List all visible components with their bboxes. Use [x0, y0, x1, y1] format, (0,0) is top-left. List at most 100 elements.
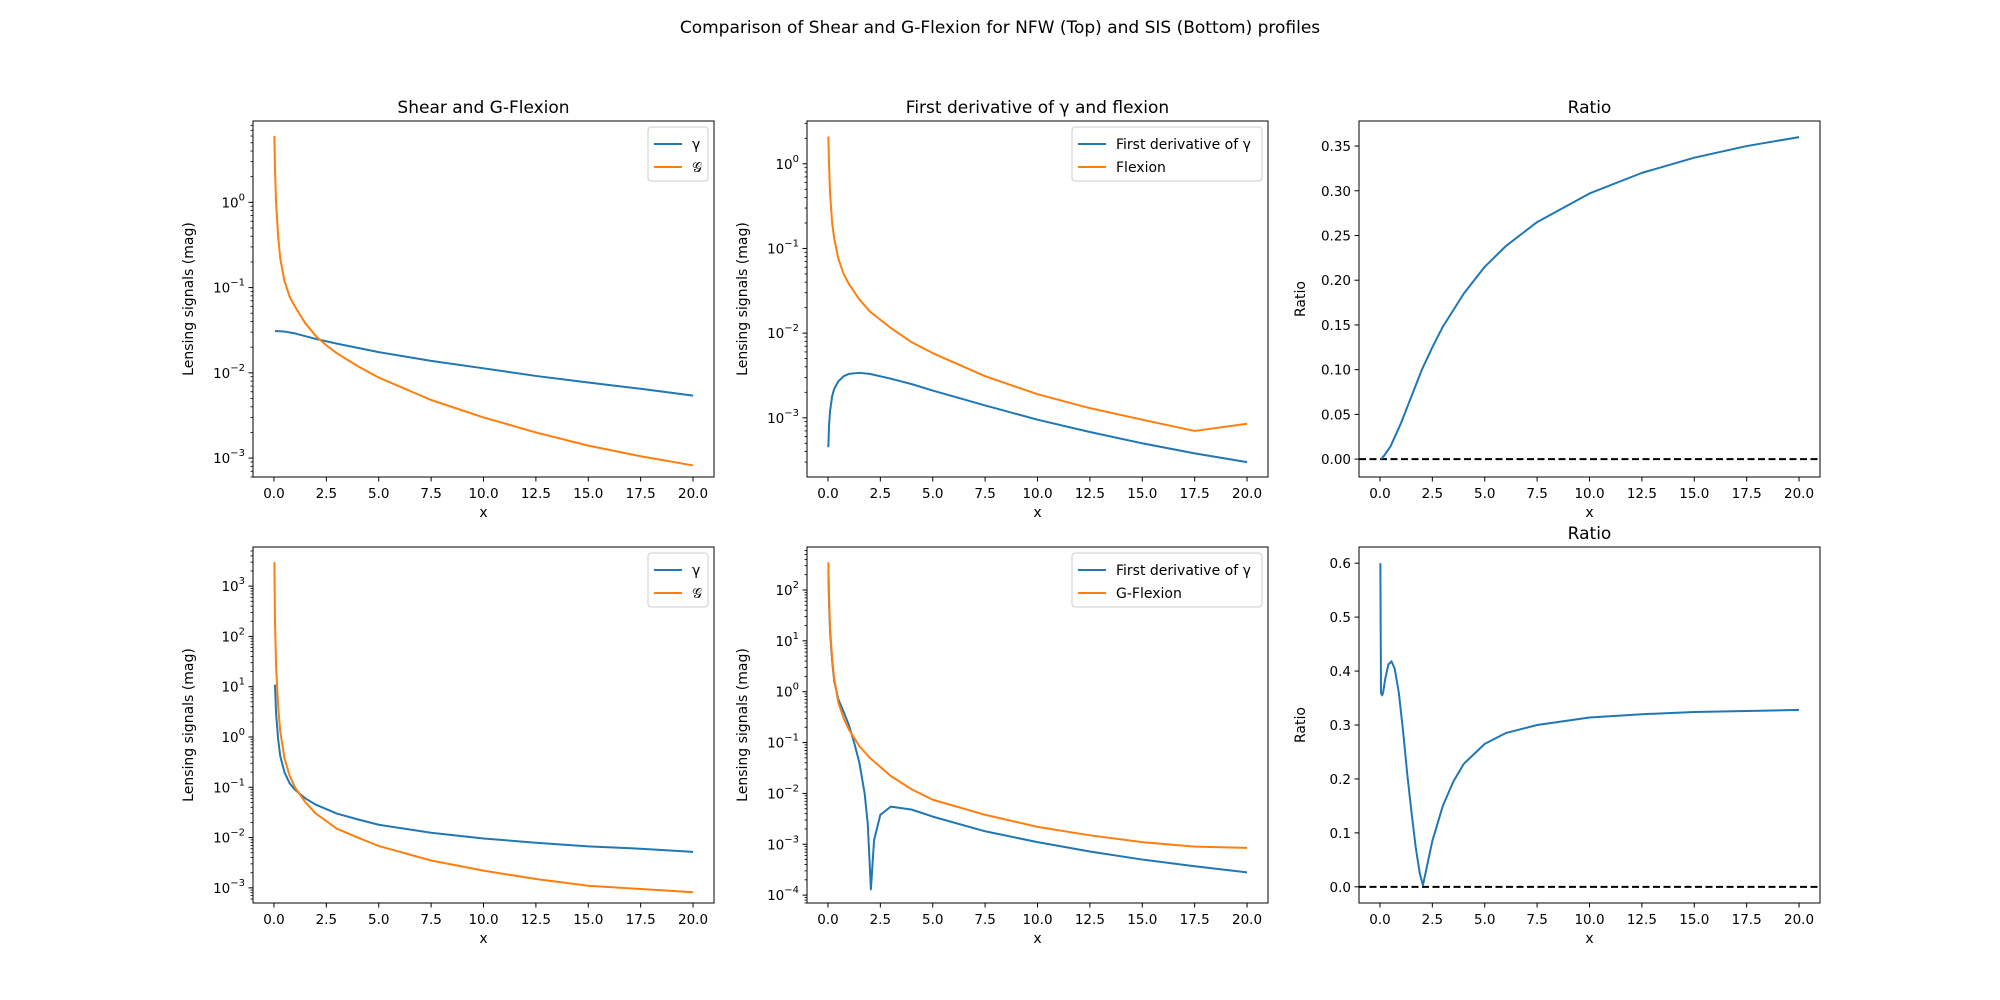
x-tick-label: 12.5: [1627, 912, 1657, 928]
x-tick-label: 12.5: [1075, 486, 1105, 502]
y-tick-exponent: 2: [239, 626, 245, 637]
series-line-0: [274, 329, 694, 397]
x-tick-label: 0.0: [817, 912, 838, 928]
x-tick-label: 12.5: [1075, 912, 1105, 928]
x-tick-label: 20.0: [1784, 912, 1814, 928]
x-tick-label: 2.5: [870, 912, 891, 928]
y-tick-base: 10: [221, 195, 238, 211]
x-tick-label: 12.5: [1627, 486, 1657, 502]
series-line-1: [273, 135, 694, 467]
y-tick-base: 10: [767, 888, 784, 904]
x-tick-label: 17.5: [1732, 912, 1762, 928]
x-tick-label: 20.0: [1784, 486, 1814, 502]
x-tick-label: 10.0: [1574, 912, 1604, 928]
y-tick-label: 101: [775, 631, 799, 650]
x-tick-label: 5.0: [922, 486, 943, 502]
y-tick-exponent: 0: [239, 727, 245, 738]
y-tick-exponent: −1: [230, 278, 245, 289]
y-tick-label: 10−2: [767, 783, 799, 802]
series-line-0: [827, 569, 1248, 891]
subplot-nfw-shear: 0.0 2.5 5.0 7.5 10.0 12.5 15.0 17.5 20.010−310−2…: [181, 98, 715, 521]
y-tick-label: 10−2: [213, 363, 245, 382]
series-line-0: [274, 684, 694, 853]
x-tick-label: 17.5: [1180, 912, 1210, 928]
series-line-0: [1380, 136, 1800, 460]
y-tick-exponent: 3: [239, 576, 245, 587]
series-line-0: [827, 371, 1248, 464]
y-tick-exponent: −2: [784, 323, 799, 334]
x-tick-label: 15.0: [1679, 912, 1709, 928]
y-tick-label: 0.4: [1330, 664, 1351, 680]
subplot-nfw-derivative: 0.0 2.5 5.0 7.5 10.0 12.5 15.0 17.5 20.010−310−2…: [735, 98, 1269, 521]
y-tick-label: 100: [221, 192, 245, 211]
y-tick-exponent: −3: [230, 448, 245, 459]
y-tick-label: 0.15: [1321, 318, 1351, 334]
x-axis-label: x: [1585, 931, 1593, 947]
y-tick-exponent: −2: [230, 363, 245, 374]
y-tick-label: 100: [775, 682, 799, 701]
x-tick-label: 20.0: [1232, 912, 1262, 928]
legend-label: First derivative of γ: [1116, 137, 1251, 153]
y-tick-label: 103: [221, 576, 245, 595]
y-tick-base: 10: [213, 281, 230, 297]
y-tick-label: 0.1: [1330, 826, 1351, 842]
x-tick-label: 7.5: [420, 486, 441, 502]
subplot-title: First derivative of γ and flexion: [906, 98, 1169, 118]
y-tick-exponent: 1: [793, 631, 799, 642]
y-axis-label: Lensing signals (mag): [181, 222, 197, 376]
y-tick-label: 100: [775, 154, 799, 173]
y-tick-label: 0.3: [1330, 718, 1351, 734]
subplot-sis-shear: 0.0 2.5 5.0 7.5 10.0 12.5 15.0 17.5 20.010−310−2…: [181, 546, 715, 947]
axes-frame: [252, 120, 715, 478]
x-tick-label: 17.5: [1180, 486, 1210, 502]
y-axis-label: Ratio: [1293, 281, 1309, 317]
y-tick-exponent: −1: [230, 777, 245, 788]
y-tick-base: 10: [213, 831, 230, 847]
y-tick-exponent: 0: [793, 682, 799, 693]
y-tick-exponent: −1: [784, 733, 799, 744]
subplot-sis-derivative: 0.0 2.5 5.0 7.5 10.0 12.5 15.0 17.5 20.010−410−3…: [735, 546, 1269, 947]
y-tick-exponent: −2: [230, 828, 245, 839]
series-line-0: [1379, 563, 1800, 887]
x-tick-label: 7.5: [420, 912, 441, 928]
series-line-1: [827, 562, 1248, 849]
y-tick-label: 0.2: [1330, 772, 1351, 788]
y-tick-label: 10−3: [767, 834, 799, 853]
y-tick-exponent: −1: [784, 238, 799, 249]
x-tick-label: 7.5: [974, 912, 995, 928]
x-tick-label: 7.5: [1526, 912, 1547, 928]
y-tick-exponent: 0: [793, 154, 799, 165]
y-tick-base: 10: [221, 680, 238, 696]
x-axis-label: x: [1585, 505, 1593, 521]
y-tick-exponent: −3: [230, 878, 245, 889]
legend-label: 𝒢: [692, 160, 702, 176]
x-axis-label: x: [1033, 931, 1041, 947]
y-tick-exponent: 0: [239, 192, 245, 203]
y-tick-base: 10: [767, 786, 784, 802]
x-axis-label: x: [479, 931, 487, 947]
y-tick-exponent: 2: [793, 580, 799, 591]
x-tick-label: 12.5: [521, 912, 551, 928]
x-tick-label: 5.0: [1474, 486, 1495, 502]
x-tick-label: 10.0: [1574, 486, 1604, 502]
subplot-sis-ratio: 0.0 2.5 5.0 7.5 10.0 12.5 15.0 17.5 20.0 0.0 0.1 0.…: [1293, 524, 1821, 947]
y-axis-label: Lensing signals (mag): [735, 222, 751, 376]
y-tick-label: 0.05: [1321, 407, 1351, 423]
y-tick-exponent: −4: [784, 885, 799, 896]
x-tick-label: 0.0: [263, 486, 284, 502]
y-tick-label: 10−4: [767, 885, 799, 904]
y-tick-base: 10: [221, 730, 238, 746]
y-tick-exponent: 1: [239, 677, 245, 688]
y-tick-base: 10: [213, 451, 230, 467]
x-tick-label: 0.0: [1369, 912, 1390, 928]
x-tick-label: 10.0: [1022, 486, 1052, 502]
y-tick-base: 10: [767, 736, 784, 752]
x-tick-label: 5.0: [368, 486, 389, 502]
y-tick-exponent: −2: [784, 783, 799, 794]
y-axis-label: Lensing signals (mag): [735, 648, 751, 802]
y-tick-label: 0.0: [1330, 880, 1351, 896]
y-tick-label: 102: [775, 580, 799, 599]
y-tick-base: 10: [213, 366, 230, 382]
subplot-nfw-ratio: 0.0 2.5 5.0 7.5 10.0 12.5 15.0 17.5 20.0 0.00 0.05…: [1293, 98, 1821, 521]
